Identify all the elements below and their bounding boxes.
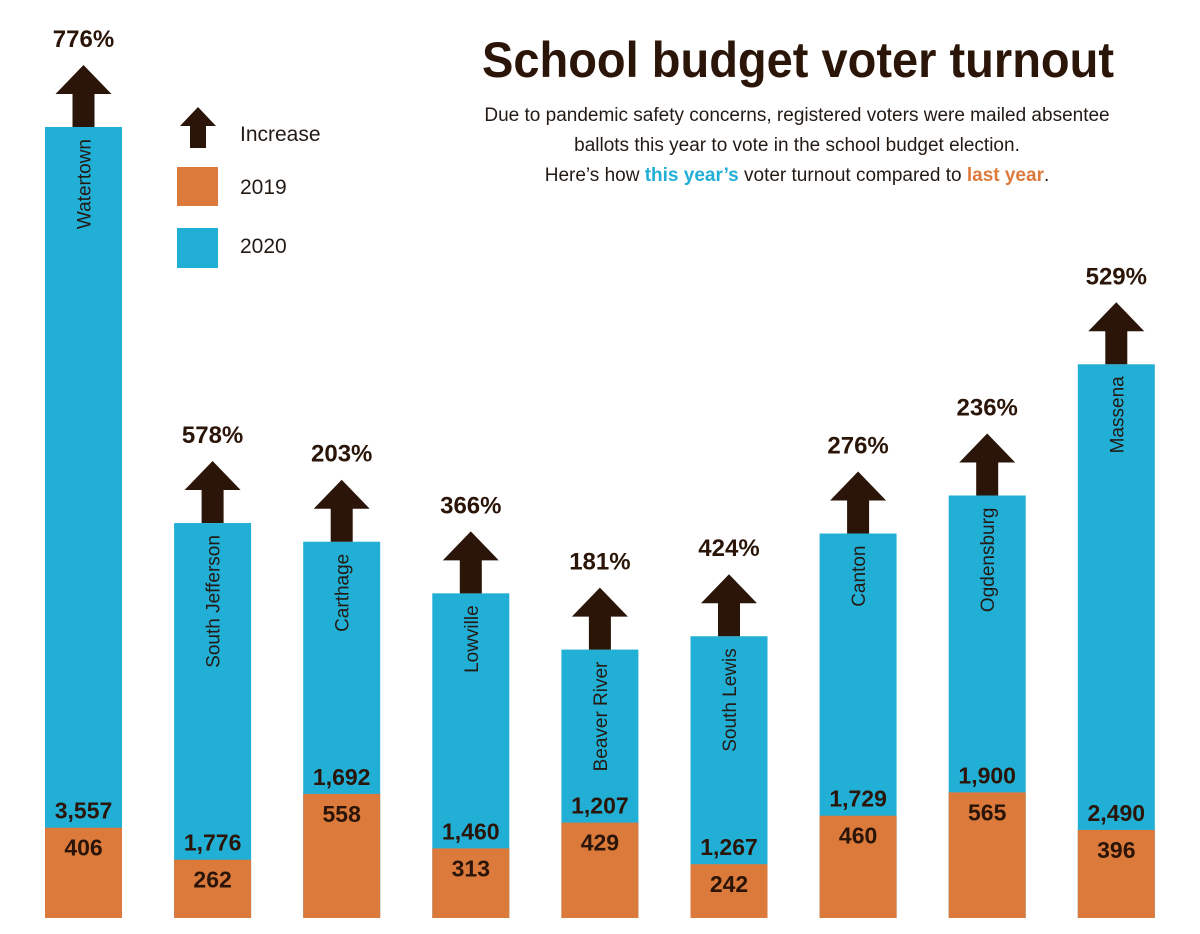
value-label-2019: 242 [710,871,748,897]
category-label: Canton [849,546,870,607]
chart-title: School budget voter turnout [482,32,1114,88]
value-label-2020: 1,267 [700,834,758,860]
increase-label: 529% [1086,263,1147,290]
subtitle-line-3: Here’s how this year’s voter turnout com… [545,165,1050,186]
value-label-2020: 1,692 [313,764,371,790]
subtitle-line-1: Due to pandemic safety concerns, registe… [484,105,1109,126]
up-arrow-icon [830,471,887,534]
increase-label: 776% [53,26,114,53]
bar-2019 [45,827,122,918]
bar-2019 [690,864,768,918]
bar-2019 [432,848,510,918]
bar-2019 [174,859,252,918]
value-label-2020: 2,490 [1088,800,1146,826]
bars: 776% 3,557 406 Watertown 578% 1,776 262 South J… [45,26,1155,918]
legend-label-2019: 2019 [240,176,287,199]
bar-2019 [819,815,897,918]
value-label-2019: 429 [581,830,619,856]
bar-2019 [303,793,381,918]
up-arrow-icon [442,531,499,594]
up-arrow-icon [55,65,112,127]
bar-2020 [45,127,122,918]
legend-swatch-2019 [177,167,218,206]
value-label-2019: 406 [64,835,102,861]
increase-label: 203% [311,441,372,468]
value-label-2019: 262 [193,867,231,893]
increase-label: 236% [957,394,1018,421]
legend: Increase 2019 2020 [177,107,321,268]
up-arrow-icon [313,479,370,542]
legend-label-increase: Increase [240,123,321,146]
value-label-2020: 1,460 [442,818,500,844]
increase-label: 366% [440,492,501,519]
category-label: Carthage [333,554,354,632]
bar-2020 [1077,364,1155,918]
up-arrow-icon [1088,302,1145,365]
up-arrow-icon [701,574,757,637]
up-arrow-icon [180,107,216,148]
value-label-2020: 1,207 [571,793,629,819]
category-label: Beaver River [591,661,612,771]
increase-label: 181% [569,549,630,576]
up-arrow-icon [184,461,241,524]
category-label: South Jefferson [204,535,225,668]
value-label-2019: 460 [839,823,877,849]
value-label-2019: 558 [323,801,362,827]
value-label-2019: 313 [452,855,490,881]
value-label-2019: 565 [968,799,1007,825]
value-label-2019: 396 [1097,837,1135,863]
value-label-2020: 1,900 [958,762,1016,788]
bar-2019 [948,792,1026,918]
highlight-this-year: this year’s [645,165,739,186]
category-label: Watertown [75,139,96,229]
value-label-2020: 3,557 [55,798,113,824]
bar-2019 [1077,829,1155,918]
bar-2019 [561,822,639,918]
value-label-2020: 1,729 [829,786,887,812]
highlight-last-year: last year [967,165,1045,186]
increase-label: 276% [827,433,888,460]
category-label: South Lewis [720,648,741,752]
legend-label-2020: 2020 [240,235,287,258]
up-arrow-icon [959,433,1016,496]
up-arrow-icon [571,587,628,650]
category-label: Ogdensburg [978,507,999,612]
increase-label: 424% [698,535,759,562]
category-label: Massena [1107,376,1128,454]
legend-swatch-2020 [177,228,218,268]
bar-2020 [174,523,252,918]
subtitle-line-2: ballots this year to vote in the school … [574,135,1020,156]
category-label: Lowville [462,605,483,673]
increase-label: 578% [182,422,243,449]
value-label-2020: 1,776 [184,830,242,856]
